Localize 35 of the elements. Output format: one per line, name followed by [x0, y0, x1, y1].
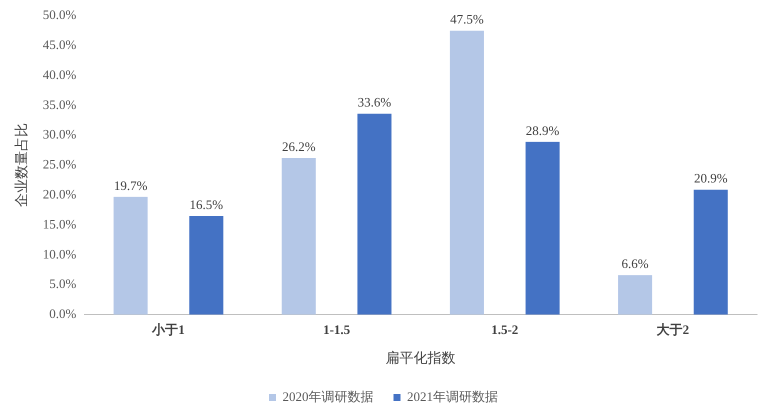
data-label: 47.5% — [450, 12, 484, 27]
x-tick-label: 大于2 — [656, 322, 690, 337]
bar — [526, 142, 560, 315]
y-tick-label: 40.0% — [42, 66, 77, 82]
x-tick-label: 1-1.5 — [323, 322, 351, 337]
legend-label: 2020年调研数据 — [282, 388, 374, 404]
bar — [357, 114, 392, 315]
y-tick-label: 5.0% — [49, 276, 77, 292]
y-tick-label: 0.0% — [49, 306, 77, 322]
y-tick-label: 10.0% — [42, 246, 77, 262]
y-tick-label: 30.0% — [42, 126, 77, 142]
bar — [282, 158, 316, 315]
data-label: 28.9% — [526, 122, 560, 138]
y-tick-label: 25.0% — [42, 156, 77, 172]
x-tick-label: 1.5-2 — [491, 322, 518, 337]
data-label: 19.7% — [114, 178, 148, 193]
y-tick-label: 15.0% — [42, 216, 77, 232]
bar — [450, 30, 484, 315]
data-label: 20.9% — [694, 170, 728, 186]
data-label: 33.6% — [358, 94, 392, 110]
data-label: 6.6% — [622, 256, 649, 272]
y-tick-label: 45.0% — [42, 37, 77, 52]
bar — [189, 216, 224, 315]
legend-label: 2021年调研数据 — [407, 388, 498, 404]
data-label: 26.2% — [282, 138, 316, 154]
bar — [114, 196, 148, 315]
y-axis-title: 企业数量占比 — [14, 123, 30, 208]
x-tick-label: 小于1 — [151, 322, 185, 337]
y-tick-label: 50.0% — [42, 7, 77, 22]
bar — [618, 275, 652, 315]
bar — [694, 190, 728, 315]
data-label: 16.5% — [189, 196, 224, 212]
y-tick-label: 20.0% — [42, 186, 77, 202]
y-tick-label: 35.0% — [42, 96, 77, 112]
x-axis-title: 扁平化指数 — [386, 350, 456, 366]
